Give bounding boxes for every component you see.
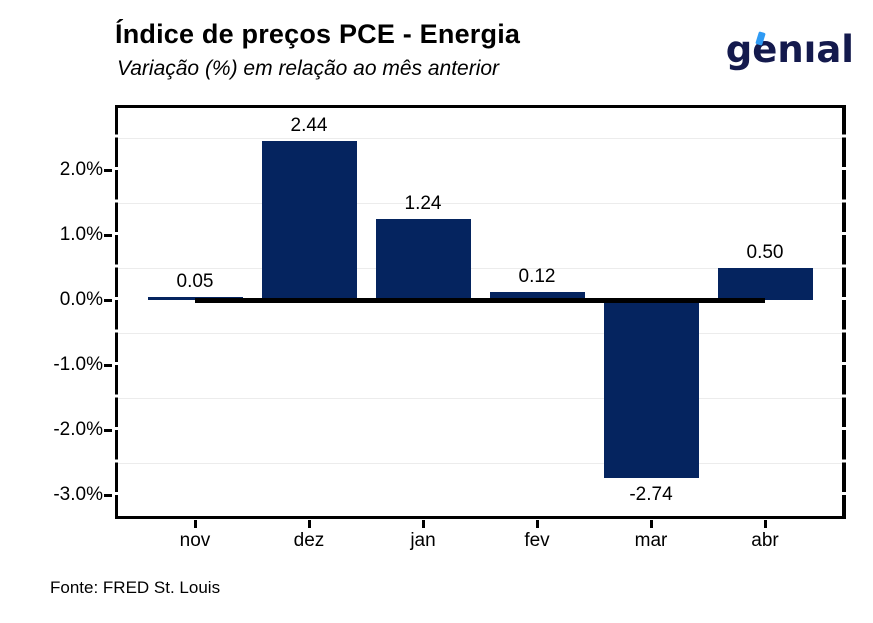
x-tick-label: nov xyxy=(179,530,211,551)
minor-gridline xyxy=(118,267,843,269)
bar-dez xyxy=(261,141,357,300)
minor-gridline xyxy=(118,462,843,464)
x-tick-label: dez xyxy=(293,530,325,551)
y-tick-label: 0.0% xyxy=(59,289,103,310)
zero-line xyxy=(195,297,765,303)
y-tick-label: -3.0% xyxy=(53,484,103,505)
panel-border-top xyxy=(115,105,846,108)
bar-fev xyxy=(489,292,585,300)
minor-gridline xyxy=(118,332,843,334)
minor-gridline xyxy=(118,202,843,204)
x-tick xyxy=(649,520,653,528)
bar-value-label: -2.74 xyxy=(629,484,673,506)
y-tick-label: 1.0% xyxy=(59,224,103,245)
x-tick xyxy=(307,520,311,528)
panel-border-bottom xyxy=(115,516,846,519)
genial-logo: genıal xyxy=(726,31,854,85)
bar-abr xyxy=(717,267,813,300)
bar-value-label: 0.05 xyxy=(176,270,214,292)
y-tick xyxy=(104,363,112,367)
x-tick-label: fev xyxy=(524,530,550,551)
bar-value-label: 0.12 xyxy=(518,266,556,288)
minor-gridline xyxy=(118,137,843,139)
y-tick xyxy=(104,298,112,302)
x-tick-label: jan xyxy=(410,530,436,551)
x-tick-label: mar xyxy=(634,530,668,551)
logo-text: genıal xyxy=(725,28,854,71)
y-tick xyxy=(104,168,112,172)
x-tick xyxy=(763,520,767,528)
bar-mar xyxy=(603,300,699,479)
chart-subtitle: Variação (%) em relação ao mês anterior xyxy=(117,57,500,80)
y-tick xyxy=(104,428,112,432)
x-tick-label: abr xyxy=(751,530,779,551)
y-tick-label: -1.0% xyxy=(53,354,103,375)
bar-value-label: 2.44 xyxy=(290,115,328,137)
panel-border-left xyxy=(115,105,118,519)
bar-value-label: 1.24 xyxy=(404,193,442,215)
y-tick xyxy=(104,493,112,497)
x-tick xyxy=(421,520,425,528)
chart-title: Índice de preços PCE - Energia xyxy=(115,19,521,49)
bar-jan xyxy=(375,219,471,300)
bar-value-label: 0.50 xyxy=(746,241,784,263)
panel-border-right xyxy=(842,105,846,519)
minor-gridline xyxy=(118,397,843,399)
y-tick-label: 2.0% xyxy=(59,159,103,180)
x-tick xyxy=(193,520,197,528)
y-tick-label: -2.0% xyxy=(53,419,103,440)
source-note: Fonte: FRED St. Louis xyxy=(50,578,221,597)
x-tick xyxy=(535,520,539,528)
y-tick xyxy=(104,233,112,237)
